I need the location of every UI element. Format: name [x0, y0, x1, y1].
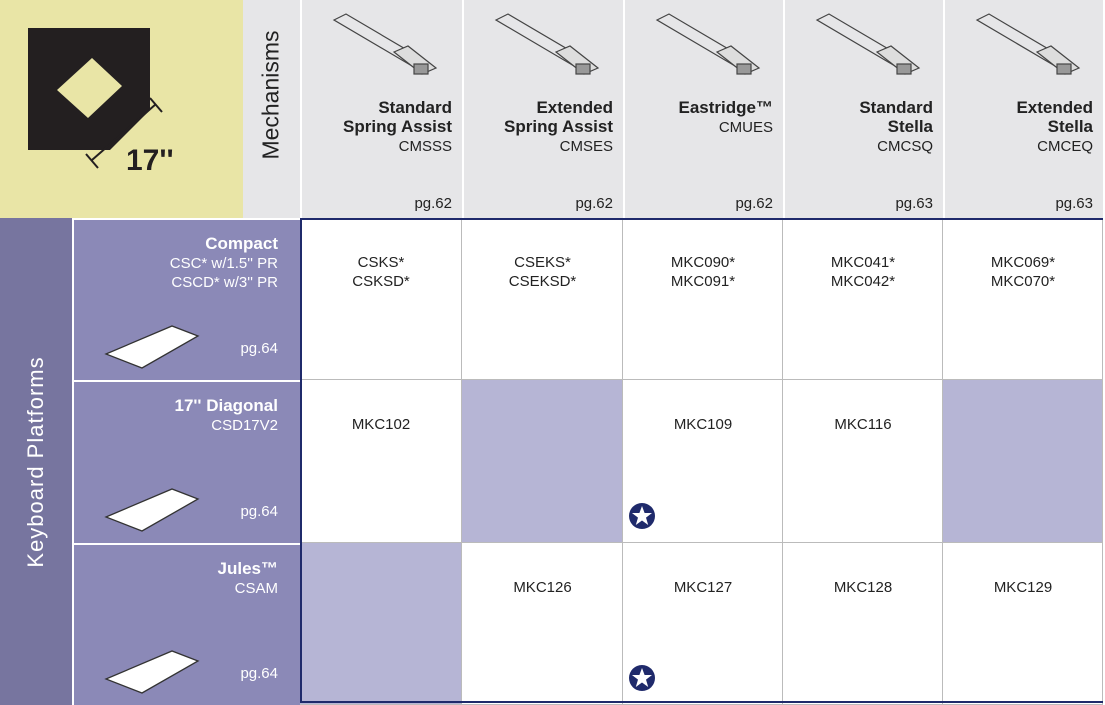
mechanism-image-wrap: [647, 8, 767, 98]
product-code: MKC102: [351, 416, 411, 433]
table-cell: MKC090* MKC091*: [623, 218, 783, 380]
product-code: MKC041*: [830, 254, 896, 271]
mechanism-image-wrap: [486, 8, 606, 98]
table-cell: [462, 380, 623, 543]
product-code: MKC042*: [830, 273, 896, 290]
platform-header: Compact CSC* w/1.5'' PR CSCD* w/3'' PR pg.6…: [72, 218, 300, 380]
platform-detail: CSAM: [234, 580, 278, 597]
mechanism-page: pg.62: [575, 195, 613, 212]
platform-name: 17'' Diagonal: [174, 396, 278, 415]
mechanism-header: Standard Spring Assist CMSSS pg.62: [300, 0, 462, 218]
mechanism-page: pg.63: [895, 195, 933, 212]
platform-image-wrap: [102, 314, 212, 374]
table-cell: CSKS* CSKSD*: [300, 218, 462, 380]
platform-page: pg.64: [240, 503, 278, 520]
table-cell: MKC069* MKC070*: [943, 218, 1103, 380]
product-code: MKC070*: [990, 273, 1056, 290]
product-code: MKC127: [673, 579, 733, 596]
size-label: 17'': [126, 144, 174, 177]
platform-header: 17'' Diagonal CSD17V2 pg.64: [72, 380, 300, 543]
table-cell: [300, 543, 462, 705]
product-code: MKC091*: [670, 273, 736, 290]
star-icon: [629, 503, 655, 529]
mechanism-image: [975, 13, 1081, 75]
mechanism-name: Spring Assist: [504, 117, 613, 136]
star-badge: [627, 501, 657, 531]
size-icon: 17'': [28, 28, 174, 177]
platform-detail: CSC* w/1.5'' PR: [169, 255, 278, 272]
table-cell: MKC129: [943, 543, 1103, 705]
platform-image: [104, 325, 200, 369]
table-cell: [943, 380, 1103, 543]
platform-image-wrap: [102, 477, 212, 537]
mechanism-name: Standard: [859, 98, 933, 117]
product-code: MKC116: [834, 416, 892, 433]
mechanism-name: Stella: [1047, 117, 1093, 136]
mechanism-code: CMSES: [559, 138, 613, 155]
header-label-cell: [243, 0, 300, 218]
platform-name: Jules™: [217, 559, 278, 578]
side-band: [0, 218, 72, 705]
mechanism-name: Extended: [1016, 98, 1093, 117]
table-cell: MKC127: [623, 543, 783, 705]
corner-block: 17'': [0, 0, 243, 218]
platform-page: pg.64: [240, 665, 278, 682]
mechanism-header: Extended Stella CMCEQ pg.63: [943, 0, 1103, 218]
mechanism-name: Spring Assist: [343, 117, 452, 136]
product-code: MKC129: [993, 579, 1053, 596]
platform-image: [104, 488, 200, 532]
platform-image-wrap: [102, 639, 212, 699]
mechanism-code: CMCEQ: [1037, 138, 1093, 155]
mechanism-image: [332, 13, 438, 75]
mechanism-header: Standard Stella CMCSQ pg.63: [783, 0, 943, 218]
star-badge: [627, 663, 657, 693]
product-code: CSEKS*: [514, 254, 571, 271]
mechanism-image-wrap: [807, 8, 927, 98]
mechanism-code: CMUES: [718, 119, 773, 136]
table-cell: MKC109: [623, 380, 783, 543]
platform-image: [104, 650, 200, 694]
product-code: MKC109: [673, 416, 733, 433]
mechanism-code: CMSSS: [398, 138, 452, 155]
product-code: MKC069*: [990, 254, 1056, 271]
table-cell: MKC126: [462, 543, 623, 705]
mechanism-image: [494, 13, 600, 75]
product-code: MKC126: [513, 579, 572, 596]
mechanism-image: [655, 13, 761, 75]
mechanism-name: Standard: [378, 98, 452, 117]
star-icon: [629, 665, 655, 691]
table-cell: MKC128: [783, 543, 943, 705]
header-label: Mechanisms: [257, 30, 284, 160]
platform-name: Compact: [205, 234, 278, 253]
mechanism-page: pg.62: [414, 195, 452, 212]
platform-detail: CSD17V2: [211, 417, 278, 434]
mechanism-page: pg.63: [1055, 195, 1093, 212]
mechanism-image-wrap: [324, 8, 444, 98]
grid-border: [300, 218, 1103, 703]
side-label: Keyboard Platforms: [23, 356, 48, 568]
platform-detail: CSCD* w/3'' PR: [171, 274, 278, 291]
product-code: MKC128: [833, 579, 893, 596]
mechanism-image-wrap: [967, 8, 1087, 98]
table-cell: MKC102: [300, 380, 462, 543]
product-code: CSEKSD*: [508, 273, 577, 290]
product-code: MKC090*: [670, 254, 736, 271]
product-code: CSKSD*: [352, 273, 410, 290]
product-code: CSKS*: [357, 254, 405, 271]
table-cell: MKC041* MKC042*: [783, 218, 943, 380]
mechanism-header: Eastridge™ CMUES pg.62: [623, 0, 783, 218]
mechanism-name: Extended: [536, 98, 613, 117]
table-cell: CSEKS* CSEKSD*: [462, 218, 623, 380]
mechanism-name: Stella: [887, 117, 933, 136]
mechanism-header: Extended Spring Assist CMSES pg.62: [462, 0, 623, 218]
mechanism-code: CMCSQ: [877, 138, 933, 155]
platform-header: Jules™ CSAM pg.64: [72, 543, 300, 705]
table-cell: MKC116: [783, 380, 943, 543]
mechanism-page: pg.62: [735, 195, 773, 212]
mechanism-image: [815, 13, 921, 75]
platform-page: pg.64: [240, 340, 278, 357]
mechanism-name: Eastridge™: [678, 98, 773, 117]
